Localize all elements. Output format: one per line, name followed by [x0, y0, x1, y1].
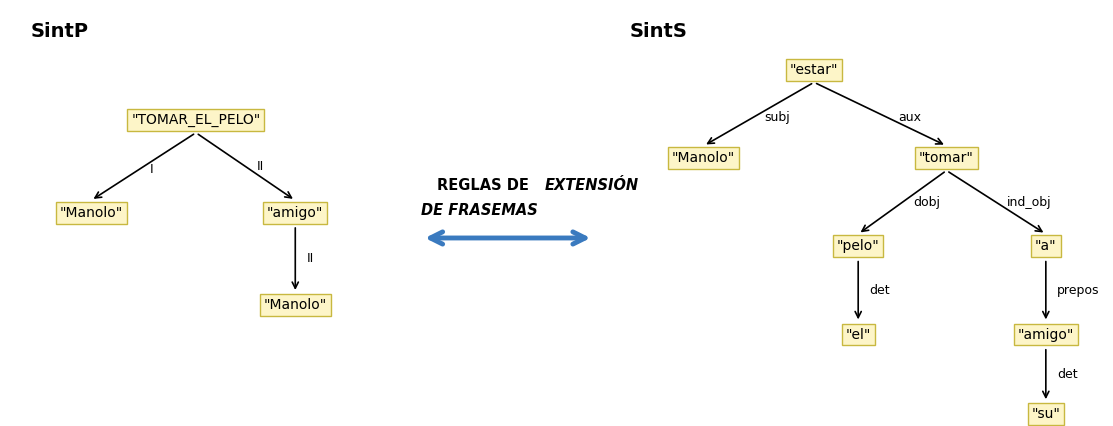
Text: "amigo": "amigo"	[1017, 328, 1074, 342]
Text: II: II	[306, 253, 314, 265]
Text: det: det	[869, 284, 890, 297]
Text: "Manolo": "Manolo"	[672, 151, 736, 165]
Text: I: I	[149, 164, 152, 176]
Text: "su": "su"	[1032, 407, 1061, 421]
Text: "TOMAR_EL_PELO": "TOMAR_EL_PELO"	[131, 113, 260, 127]
Text: ind_obj: ind_obj	[1007, 196, 1052, 209]
Text: EXTENSIÓN: EXTENSIÓN	[544, 178, 639, 193]
Text: prepos: prepos	[1057, 284, 1100, 297]
Text: dobj: dobj	[914, 196, 940, 209]
Text: "tomar": "tomar"	[919, 151, 974, 165]
Text: REGLAS DE: REGLAS DE	[436, 178, 533, 193]
Text: aux: aux	[898, 111, 920, 124]
Text: "amigo": "amigo"	[267, 206, 324, 220]
Text: II: II	[257, 160, 264, 173]
Text: "estar": "estar"	[790, 63, 838, 77]
Text: det: det	[1057, 368, 1077, 381]
Text: SintS: SintS	[630, 22, 688, 40]
Text: "pelo": "pelo"	[837, 239, 879, 253]
Text: subj: subj	[765, 111, 790, 124]
Text: "Manolo": "Manolo"	[264, 298, 327, 312]
Text: "a": "a"	[1035, 239, 1056, 253]
Text: DE FRASEMAS: DE FRASEMAS	[421, 203, 538, 218]
Text: "Manolo": "Manolo"	[59, 206, 122, 220]
Text: "el": "el"	[846, 328, 870, 342]
Text: SintP: SintP	[30, 22, 88, 40]
